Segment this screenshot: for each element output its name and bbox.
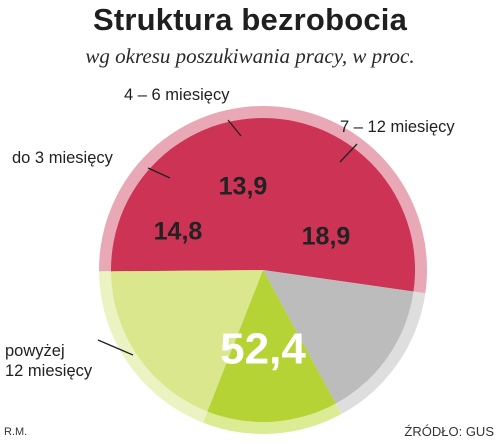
- slice-label-7-12-miesiecy: 7 – 12 miesięcy: [340, 118, 455, 136]
- leader-line-do-3-miesiecy: [147, 167, 171, 179]
- leader-line-powyzej-12-miesiecy: [97, 339, 134, 356]
- author-credit: R.M.: [4, 426, 28, 438]
- pie-slice-powyzej-12-miesiecy: [111, 117, 416, 292]
- chart-subtitle: wg okresu poszukiwania pracy, w proc.: [85, 44, 415, 68]
- slice-value-do-3-miesiecy: 14,8: [154, 218, 203, 246]
- chart-title: Struktura bezrobocia: [92, 2, 408, 37]
- leader-line-4-6-miesiecy: [227, 119, 242, 137]
- slice-value-7-12-miesiecy: 18,9: [302, 223, 351, 251]
- source-note: ŹRÓDŁO: GUS: [404, 424, 494, 439]
- slice-label-4-6-miesiecy: 4 – 6 miesięcy: [124, 86, 230, 104]
- slice-label-do-3-miesiecy: do 3 miesięcy: [12, 149, 114, 167]
- slice-value-powyzej-12-miesiecy: 52,4: [220, 325, 306, 374]
- pie-slice-7-12-miesiecy: [111, 270, 263, 412]
- slice-label-powyzej-12-miesiecy: powyżej 12 miesięcy: [5, 342, 93, 380]
- pie-slice-do-3-miesiecy: [263, 270, 414, 404]
- slice-value-4-6-miesiecy: 13,9: [219, 173, 268, 201]
- pie-slice-4-6-miesiecy: [207, 270, 336, 422]
- leader-line-7-12-miesiecy: [339, 143, 358, 163]
